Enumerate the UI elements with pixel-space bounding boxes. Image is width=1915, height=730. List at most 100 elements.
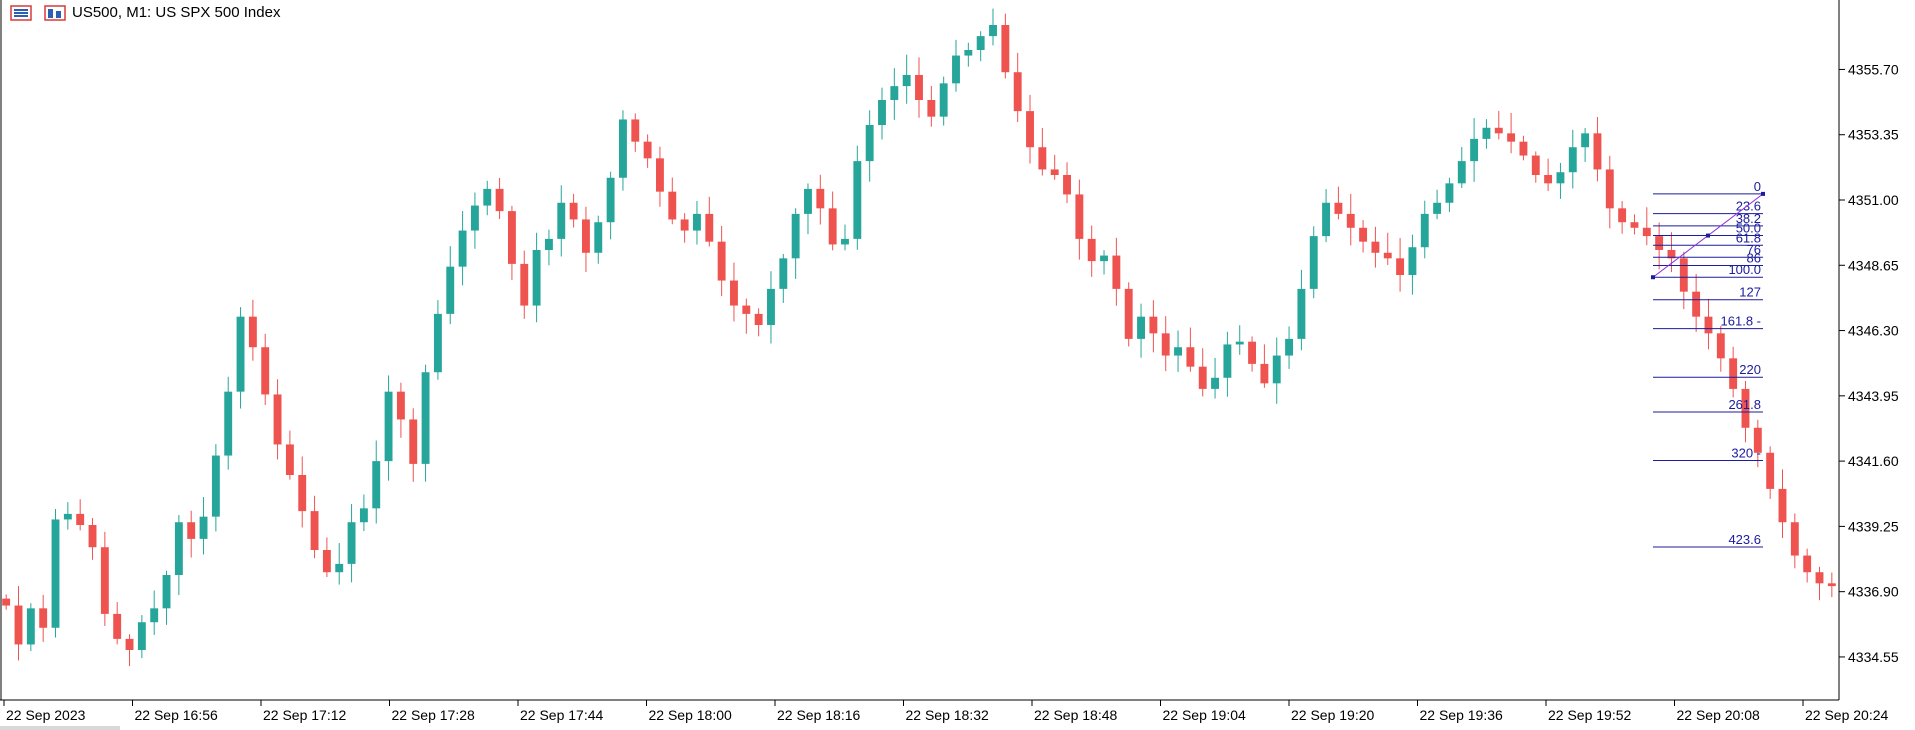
- candle[interactable]: [162, 570, 171, 625]
- candle[interactable]: [1223, 331, 1232, 397]
- list-icon[interactable]: [10, 5, 32, 21]
- candle[interactable]: [964, 42, 973, 67]
- candle[interactable]: [1630, 214, 1639, 235]
- candle[interactable]: [730, 262, 738, 322]
- candle[interactable]: [495, 177, 504, 219]
- candle[interactable]: [1679, 251, 1688, 310]
- candle[interactable]: [248, 299, 257, 361]
- candle[interactable]: [1790, 513, 1799, 569]
- candle[interactable]: [952, 39, 960, 92]
- candle[interactable]: [1729, 346, 1738, 398]
- candle[interactable]: [1803, 548, 1812, 583]
- candle[interactable]: [1827, 572, 1836, 598]
- candle[interactable]: [1704, 298, 1713, 350]
- candle[interactable]: [594, 215, 603, 264]
- candle[interactable]: [100, 531, 109, 626]
- candle[interactable]: [76, 499, 85, 531]
- candle[interactable]: [1075, 179, 1084, 260]
- candle[interactable]: [1198, 348, 1207, 397]
- candle[interactable]: [1050, 154, 1059, 180]
- candle[interactable]: [359, 494, 368, 532]
- candle[interactable]: [1445, 177, 1454, 213]
- candle[interactable]: [1260, 344, 1269, 388]
- candle[interactable]: [1778, 469, 1787, 539]
- candle[interactable]: [1433, 189, 1442, 220]
- candle[interactable]: [742, 298, 751, 334]
- candle[interactable]: [458, 211, 467, 286]
- candle[interactable]: [1087, 225, 1096, 277]
- candle[interactable]: [927, 85, 936, 127]
- candle[interactable]: [26, 603, 35, 652]
- candle[interactable]: [1815, 566, 1824, 601]
- candle[interactable]: [1174, 330, 1182, 372]
- candle[interactable]: [211, 444, 220, 532]
- candle[interactable]: [1593, 116, 1602, 182]
- candle[interactable]: [841, 224, 849, 251]
- candle[interactable]: [804, 183, 812, 235]
- candle[interactable]: [125, 634, 134, 667]
- candle[interactable]: [1457, 146, 1466, 188]
- candle[interactable]: [767, 271, 775, 344]
- candle[interactable]: [1396, 238, 1405, 292]
- candle[interactable]: [470, 192, 479, 249]
- candle[interactable]: [88, 518, 97, 560]
- candle[interactable]: [878, 87, 886, 140]
- candle[interactable]: [520, 250, 529, 319]
- candle[interactable]: [705, 196, 714, 247]
- candle[interactable]: [902, 54, 911, 104]
- candle[interactable]: [1766, 446, 1775, 499]
- candle[interactable]: [1063, 162, 1071, 204]
- candle[interactable]: [14, 586, 23, 661]
- candle[interactable]: [1642, 207, 1651, 246]
- candle[interactable]: [915, 57, 923, 118]
- candle[interactable]: [285, 430, 294, 480]
- candle[interactable]: [754, 308, 763, 337]
- candle[interactable]: [1655, 222, 1664, 270]
- candle[interactable]: [1470, 118, 1479, 182]
- candle[interactable]: [63, 502, 72, 530]
- candle[interactable]: [39, 594, 48, 642]
- candle[interactable]: [1186, 327, 1195, 372]
- candle[interactable]: [853, 145, 862, 250]
- candle[interactable]: [1544, 158, 1553, 191]
- candle[interactable]: [865, 110, 874, 182]
- candle[interactable]: [631, 113, 640, 152]
- candle[interactable]: [1716, 325, 1725, 372]
- candle[interactable]: [1322, 189, 1331, 243]
- candle[interactable]: [1420, 200, 1429, 259]
- candle[interactable]: [51, 509, 60, 638]
- candle[interactable]: [976, 31, 985, 62]
- candle[interactable]: [298, 456, 307, 528]
- candle[interactable]: [939, 76, 948, 126]
- candle[interactable]: [347, 504, 356, 583]
- candle[interactable]: [1371, 226, 1380, 268]
- candle[interactable]: [384, 375, 393, 481]
- candle[interactable]: [421, 364, 430, 482]
- candle[interactable]: [174, 514, 183, 596]
- candle[interactable]: [1408, 234, 1417, 295]
- candle[interactable]: [668, 177, 677, 225]
- horizontal-scrollbar[interactable]: [0, 726, 120, 730]
- candle[interactable]: [791, 208, 800, 279]
- chart-window-icon[interactable]: [44, 5, 66, 21]
- candle[interactable]: [989, 8, 997, 46]
- candle[interactable]: [409, 408, 418, 482]
- candle[interactable]: [310, 495, 319, 559]
- candle[interactable]: [1013, 52, 1022, 122]
- candle[interactable]: [656, 146, 664, 207]
- candle[interactable]: [1001, 13, 1010, 79]
- candle[interactable]: [199, 497, 208, 555]
- candle[interactable]: [606, 171, 615, 240]
- candle[interactable]: [335, 543, 344, 585]
- candle[interactable]: [1346, 193, 1355, 246]
- candle[interactable]: [1383, 232, 1392, 265]
- candle[interactable]: [372, 440, 381, 524]
- candle[interactable]: [1309, 226, 1318, 299]
- candle[interactable]: [1482, 119, 1491, 149]
- candle[interactable]: [1605, 155, 1614, 229]
- candle[interactable]: [532, 232, 541, 323]
- candle[interactable]: [1026, 94, 1034, 164]
- candle[interactable]: [396, 382, 405, 438]
- candle[interactable]: [273, 379, 282, 460]
